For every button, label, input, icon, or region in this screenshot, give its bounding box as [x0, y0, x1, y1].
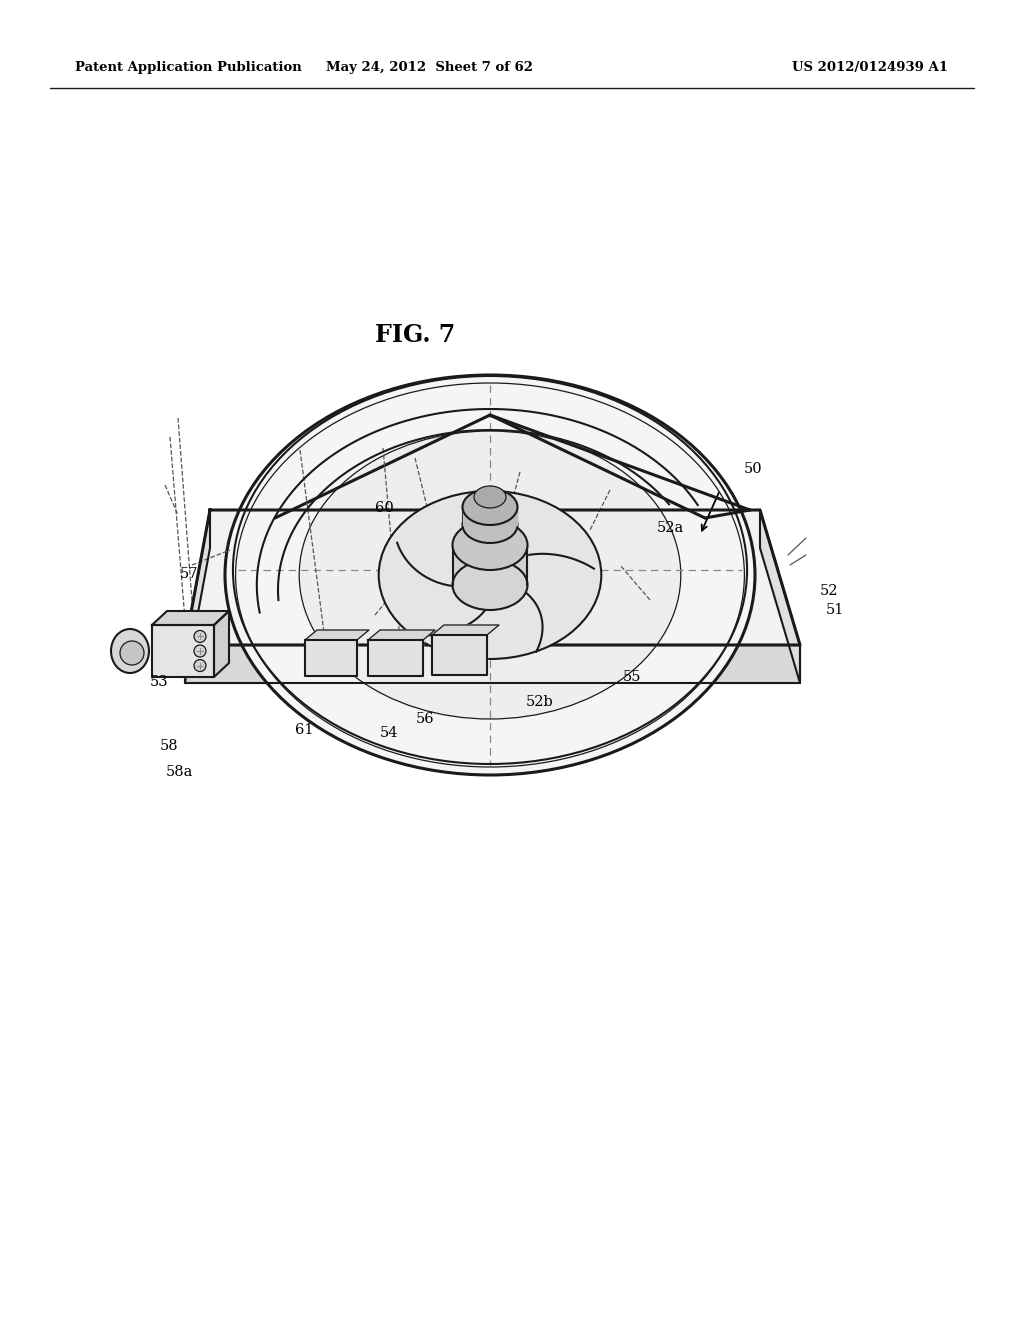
Circle shape: [194, 645, 206, 657]
Text: 55: 55: [623, 671, 641, 684]
Polygon shape: [760, 510, 800, 682]
Text: 50: 50: [743, 462, 762, 475]
Text: May 24, 2012  Sheet 7 of 62: May 24, 2012 Sheet 7 of 62: [327, 62, 534, 74]
Polygon shape: [368, 640, 423, 676]
Text: 51: 51: [825, 603, 844, 616]
Ellipse shape: [111, 630, 150, 673]
Text: 52a: 52a: [657, 521, 684, 535]
Text: 60: 60: [375, 502, 393, 515]
Text: 57: 57: [180, 568, 199, 581]
Text: 52b: 52b: [525, 696, 554, 709]
Circle shape: [194, 660, 206, 672]
Ellipse shape: [474, 486, 506, 508]
Ellipse shape: [379, 491, 601, 659]
Text: 52: 52: [820, 585, 839, 598]
Polygon shape: [185, 510, 800, 645]
Ellipse shape: [463, 507, 517, 543]
Text: 58: 58: [160, 739, 178, 752]
Text: 53: 53: [150, 676, 168, 689]
Polygon shape: [432, 624, 499, 635]
Ellipse shape: [463, 488, 517, 525]
Polygon shape: [368, 630, 435, 640]
Text: 54: 54: [380, 726, 398, 739]
Text: 58a: 58a: [166, 766, 193, 779]
Polygon shape: [463, 507, 517, 525]
Ellipse shape: [453, 520, 527, 570]
Ellipse shape: [453, 560, 527, 610]
Text: US 2012/0124939 A1: US 2012/0124939 A1: [792, 62, 948, 74]
Text: 61: 61: [295, 723, 313, 737]
Ellipse shape: [225, 375, 755, 775]
Polygon shape: [305, 640, 357, 676]
Polygon shape: [432, 635, 487, 675]
Circle shape: [120, 642, 144, 665]
Polygon shape: [305, 630, 369, 640]
Ellipse shape: [299, 432, 681, 719]
Text: Patent Application Publication: Patent Application Publication: [75, 62, 302, 74]
Polygon shape: [185, 645, 800, 682]
Polygon shape: [152, 611, 229, 624]
Text: FIG. 7: FIG. 7: [375, 323, 455, 347]
Text: 56: 56: [416, 713, 434, 726]
Polygon shape: [453, 545, 527, 585]
Polygon shape: [214, 611, 229, 677]
Polygon shape: [152, 624, 214, 677]
Polygon shape: [185, 510, 210, 682]
Circle shape: [194, 631, 206, 643]
